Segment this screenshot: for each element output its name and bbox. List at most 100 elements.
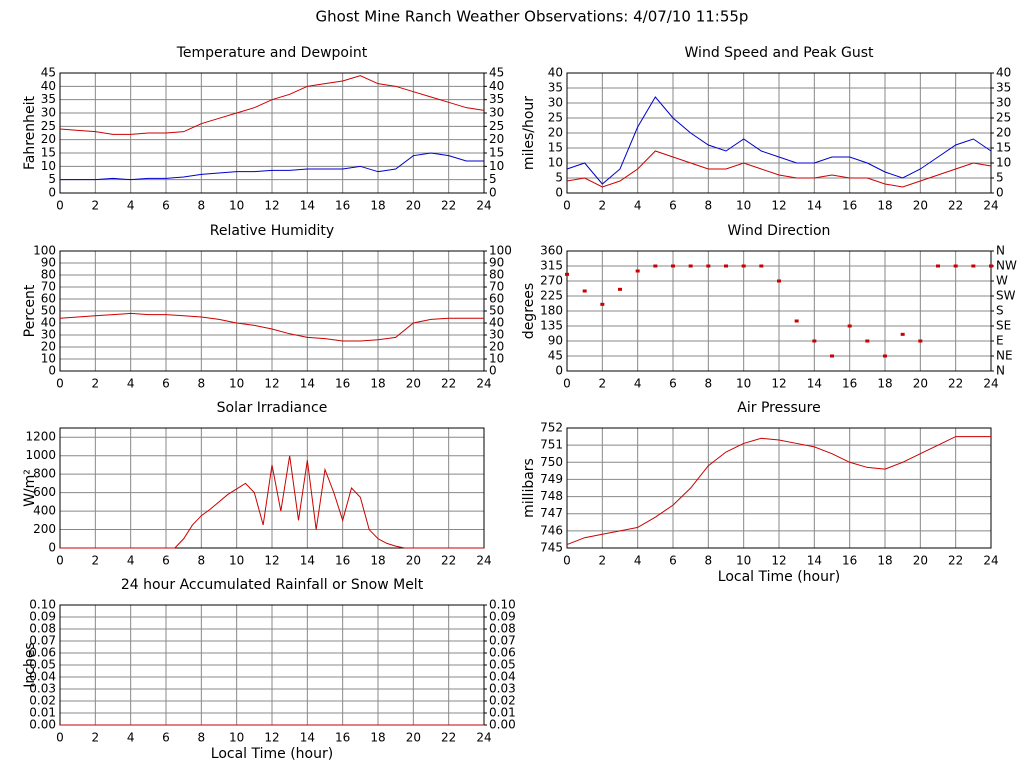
point bbox=[777, 279, 781, 283]
y2-tick-label: 25 bbox=[489, 119, 504, 133]
x-tick-label: 10 bbox=[736, 377, 751, 391]
x-tick-label: 6 bbox=[162, 377, 170, 391]
y-tick-label: 749 bbox=[540, 472, 563, 486]
x-tick-label: 4 bbox=[634, 377, 642, 391]
x-tick-label: 20 bbox=[406, 731, 421, 745]
x-tick-label: 2 bbox=[92, 731, 100, 745]
y2-tick-label: 25 bbox=[996, 111, 1011, 125]
x-tick-label: 10 bbox=[229, 377, 244, 391]
x-tick-label: 16 bbox=[335, 731, 350, 745]
y-tick-label: 45 bbox=[548, 349, 563, 363]
x-tick-label: 12 bbox=[264, 554, 279, 568]
x-tick-label: 8 bbox=[705, 554, 713, 568]
point bbox=[918, 339, 923, 343]
y2-tick-label: 40 bbox=[489, 316, 504, 330]
x-tick-label: 22 bbox=[441, 199, 456, 213]
x-tick-label: 22 bbox=[441, 554, 456, 568]
x-tick-label: 12 bbox=[264, 377, 279, 391]
x-tick-label: 18 bbox=[370, 731, 385, 745]
y2-tick-label: 0.08 bbox=[489, 622, 516, 636]
x-tick-label: 2 bbox=[92, 199, 100, 213]
y-tick-label: 225 bbox=[540, 289, 563, 303]
point bbox=[794, 319, 799, 323]
x-tick-label: 24 bbox=[476, 731, 491, 745]
y2-tick-label: 0.03 bbox=[489, 682, 516, 696]
chart-title: Solar Irradiance bbox=[217, 400, 328, 416]
x-tick-label: 14 bbox=[300, 199, 315, 213]
y-tick-label: 0.06 bbox=[29, 646, 56, 660]
y-tick-label: 200 bbox=[33, 522, 56, 536]
y2-tick-label: 40 bbox=[996, 66, 1011, 80]
x-tick-label: 16 bbox=[335, 199, 350, 213]
y-tick-label: 360 bbox=[540, 244, 563, 258]
plot-frame bbox=[566, 72, 992, 194]
y-tick-label: 30 bbox=[41, 106, 56, 120]
y2-tick-label: 20 bbox=[489, 132, 504, 146]
point bbox=[847, 324, 852, 328]
y-axis-label: W/m² bbox=[22, 469, 38, 507]
y-tick-label: 0.03 bbox=[29, 682, 56, 696]
x-tick-label: 14 bbox=[300, 554, 315, 568]
y-tick-label: 40 bbox=[548, 66, 563, 80]
x-tick-label: 0 bbox=[56, 199, 64, 213]
y2-tick-label: N bbox=[996, 244, 1005, 258]
x-tick-label: 20 bbox=[913, 199, 928, 213]
plot-frame bbox=[566, 250, 992, 372]
y-tick-label: 400 bbox=[33, 504, 56, 518]
plot-frame bbox=[566, 427, 992, 549]
y-tick-label: 10 bbox=[41, 159, 56, 173]
line bbox=[59, 312, 484, 342]
y2-tick-label: NE bbox=[996, 349, 1013, 363]
x-tick-label: 24 bbox=[983, 199, 998, 213]
x-tick-label: 22 bbox=[948, 554, 963, 568]
y-tick-label: 751 bbox=[540, 438, 563, 452]
line bbox=[60, 152, 484, 181]
y2-tick-label: 0 bbox=[489, 364, 497, 378]
y-tick-label: 70 bbox=[41, 280, 56, 294]
x-tick-label: 24 bbox=[983, 554, 998, 568]
x-tick-label: 16 bbox=[842, 554, 857, 568]
x-tick-label: 16 bbox=[842, 377, 857, 391]
x-tick-label: 8 bbox=[198, 377, 206, 391]
line bbox=[59, 75, 485, 135]
x-tick-label: 14 bbox=[807, 377, 822, 391]
y2-tick-label: 40 bbox=[489, 79, 504, 93]
y-tick-label: 0 bbox=[48, 364, 56, 378]
y-tick-label: 0.09 bbox=[29, 610, 56, 624]
x-tick-label: 4 bbox=[634, 199, 642, 213]
x-tick-label: 10 bbox=[736, 554, 751, 568]
point bbox=[830, 354, 834, 358]
x-tick-label: 4 bbox=[127, 554, 135, 568]
x-tick-label: 8 bbox=[198, 199, 206, 213]
x-tick-label: 12 bbox=[264, 731, 279, 745]
y2-tick-label: 0.06 bbox=[489, 646, 516, 660]
y-tick-label: 0.08 bbox=[29, 622, 56, 636]
y-tick-label: 15 bbox=[41, 146, 56, 160]
plot-frame bbox=[59, 72, 485, 194]
y-tick-label: 747 bbox=[540, 506, 563, 520]
page-title: Ghost Mine Ranch Weather Observations: 4… bbox=[316, 8, 749, 26]
y-tick-label: 0.10 bbox=[29, 598, 56, 612]
x-tick-label: 22 bbox=[948, 199, 963, 213]
line bbox=[60, 455, 484, 549]
x-tick-label: 16 bbox=[335, 377, 350, 391]
x-tick-label: 0 bbox=[56, 554, 64, 568]
y2-tick-label: 0 bbox=[489, 186, 497, 200]
line bbox=[566, 150, 992, 188]
x-tick-label: 24 bbox=[476, 377, 491, 391]
y2-tick-label: SW bbox=[996, 289, 1016, 303]
y-tick-label: 748 bbox=[540, 489, 563, 503]
y-tick-label: 10 bbox=[41, 352, 56, 366]
plot-frame bbox=[59, 250, 485, 372]
x-tick-label: 0 bbox=[56, 731, 64, 745]
y2-tick-label: 5 bbox=[489, 172, 497, 186]
x-tick-label: 14 bbox=[300, 377, 315, 391]
x-tick-label: 2 bbox=[599, 377, 607, 391]
chart-title: Temperature and Dewpoint bbox=[176, 45, 368, 61]
point bbox=[741, 264, 746, 268]
chart-title: Wind Direction bbox=[728, 223, 831, 239]
y-tick-label: 80 bbox=[41, 268, 56, 282]
x-tick-label: 4 bbox=[127, 377, 135, 391]
y-tick-label: 35 bbox=[548, 81, 563, 95]
